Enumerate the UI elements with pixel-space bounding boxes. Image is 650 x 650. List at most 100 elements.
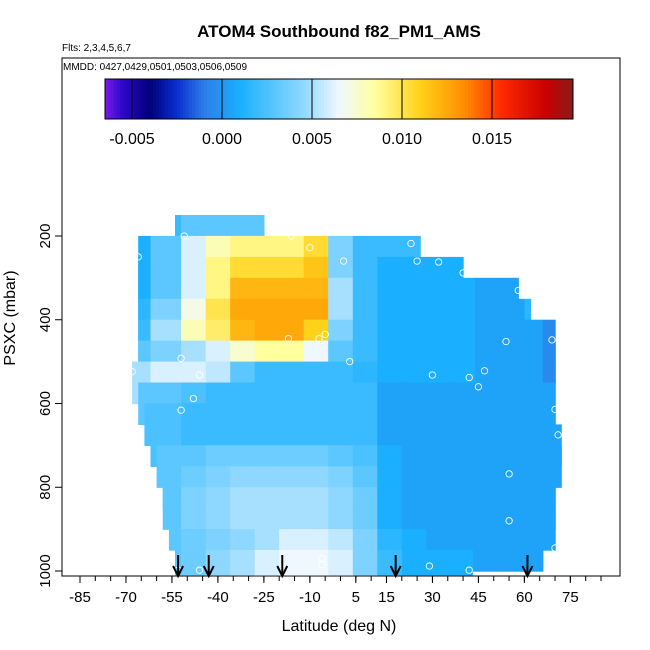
colorbar-swatch [546, 79, 550, 119]
colorbar-swatch [135, 79, 139, 119]
colorbar-swatch [519, 79, 523, 119]
colorbar-tick-label: 0.010 [382, 131, 422, 148]
colorbar-swatch [447, 79, 451, 119]
colorbar-swatch [333, 79, 337, 119]
colorbar-swatch [288, 79, 292, 119]
colorbar-swatch [531, 79, 535, 119]
colorbar-swatch [297, 79, 301, 119]
colorbar-swatch [567, 79, 571, 119]
colorbar-swatch [552, 79, 556, 119]
x-axis-label: Latitude (deg N) [282, 618, 397, 635]
colorbar-tick-label: -0.005 [109, 131, 154, 148]
colorbar-swatch [168, 79, 172, 119]
colorbar-swatch [492, 79, 496, 119]
x-axis: -85 -70 -55 -40 -25 -10 5 15 30 45 60 75 [69, 576, 602, 606]
x-tick-label: -55 [161, 589, 183, 606]
colorbar-swatch [309, 79, 313, 119]
heatmap-cell [230, 550, 256, 576]
colorbar-swatch [378, 79, 382, 119]
observation-point [505, 470, 513, 478]
colorbar-swatch [141, 79, 145, 119]
heatmap-cell [254, 550, 280, 576]
colorbar-swatch [348, 79, 352, 119]
heatmap-cell [328, 550, 354, 576]
colorbar-swatch [510, 79, 514, 119]
observation-point [287, 232, 296, 240]
colorbar-swatch [180, 79, 184, 119]
colorbar-swatch [408, 79, 412, 119]
colorbar-swatch [138, 79, 142, 119]
colorbar-swatch [525, 79, 529, 119]
colorbar-swatch [513, 79, 517, 119]
colorbar-frame [104, 78, 574, 120]
observation-point [425, 562, 434, 570]
colorbar-swatch [357, 79, 361, 119]
colorbar-swatch [570, 79, 574, 119]
colorbar-swatch [336, 79, 340, 119]
colorbar-swatch [462, 79, 466, 119]
colorbar-swatch [282, 79, 286, 119]
colorbar-swatch [111, 79, 115, 119]
heatmap-cell [144, 403, 152, 446]
colorbar-swatch [372, 79, 376, 119]
colorbar-swatch [123, 79, 127, 119]
colorbar-swatch [489, 79, 493, 119]
colorbar-swatch [561, 79, 565, 119]
colorbar-swatch [465, 79, 469, 119]
colorbar-swatch [213, 79, 217, 119]
colorbar-swatch [243, 79, 247, 119]
colorbar-swatch [432, 79, 436, 119]
colorbar-swatch [354, 79, 358, 119]
x-tick-label: -70 [115, 589, 137, 606]
flight-arrow-head [172, 565, 184, 579]
flight-arrow-head [389, 565, 402, 579]
y-tick-label: 1000 [37, 554, 54, 587]
colorbar-swatch [162, 79, 166, 119]
flight-arrow-head [276, 565, 289, 579]
flight-arrows [172, 555, 534, 579]
colorbar-swatch [381, 79, 385, 119]
colorbar-swatch [174, 79, 178, 119]
x-tick-label: -25 [253, 589, 275, 606]
colorbar-swatch [396, 79, 400, 119]
observation-point [465, 566, 473, 574]
observation-point [434, 258, 443, 266]
colorbar-swatch [273, 79, 277, 119]
x-tick-label: -40 [207, 589, 229, 606]
observation-point [551, 544, 559, 552]
colorbar-swatch [387, 79, 391, 119]
colorbar-swatch [186, 79, 190, 119]
colorbar-swatch [459, 79, 463, 119]
colorbar-swatch [279, 79, 283, 119]
observation-point [321, 330, 329, 339]
heatmap-cell [401, 550, 427, 576]
flights-note: Flts: 2,3,4,5,6,7 [62, 43, 131, 54]
colorbar-swatch [327, 79, 331, 119]
y-axis: 200 400 600 800 1000 [37, 223, 62, 588]
observation-point [177, 354, 185, 362]
heatmap-cell [499, 529, 525, 572]
y-axis-label: PSXC (mbar) [2, 270, 19, 365]
x-tick-label: -10 [299, 589, 321, 606]
observation-point [128, 368, 136, 376]
colorbar-swatch [276, 79, 280, 119]
colorbar-swatch [399, 79, 403, 119]
colorbar-tick-label: 0.015 [472, 131, 512, 148]
colorbar-swatch [564, 79, 568, 119]
colorbar-swatch [507, 79, 511, 119]
colorbar-swatch [270, 79, 274, 119]
colorbar-swatch [501, 79, 505, 119]
colorbar-swatch [375, 79, 379, 119]
colorbar-swatch [540, 79, 544, 119]
colorbar-swatch [474, 79, 478, 119]
colorbar-swatch [306, 79, 310, 119]
y-tick-label: 200 [37, 223, 54, 248]
colorbar-swatch [189, 79, 193, 119]
colorbar-swatch [231, 79, 235, 119]
colorbar-swatch [471, 79, 475, 119]
colorbar-swatch [450, 79, 454, 119]
colorbar-swatch [198, 79, 202, 119]
observation-point [514, 286, 522, 295]
colorbar-swatch [324, 79, 328, 119]
